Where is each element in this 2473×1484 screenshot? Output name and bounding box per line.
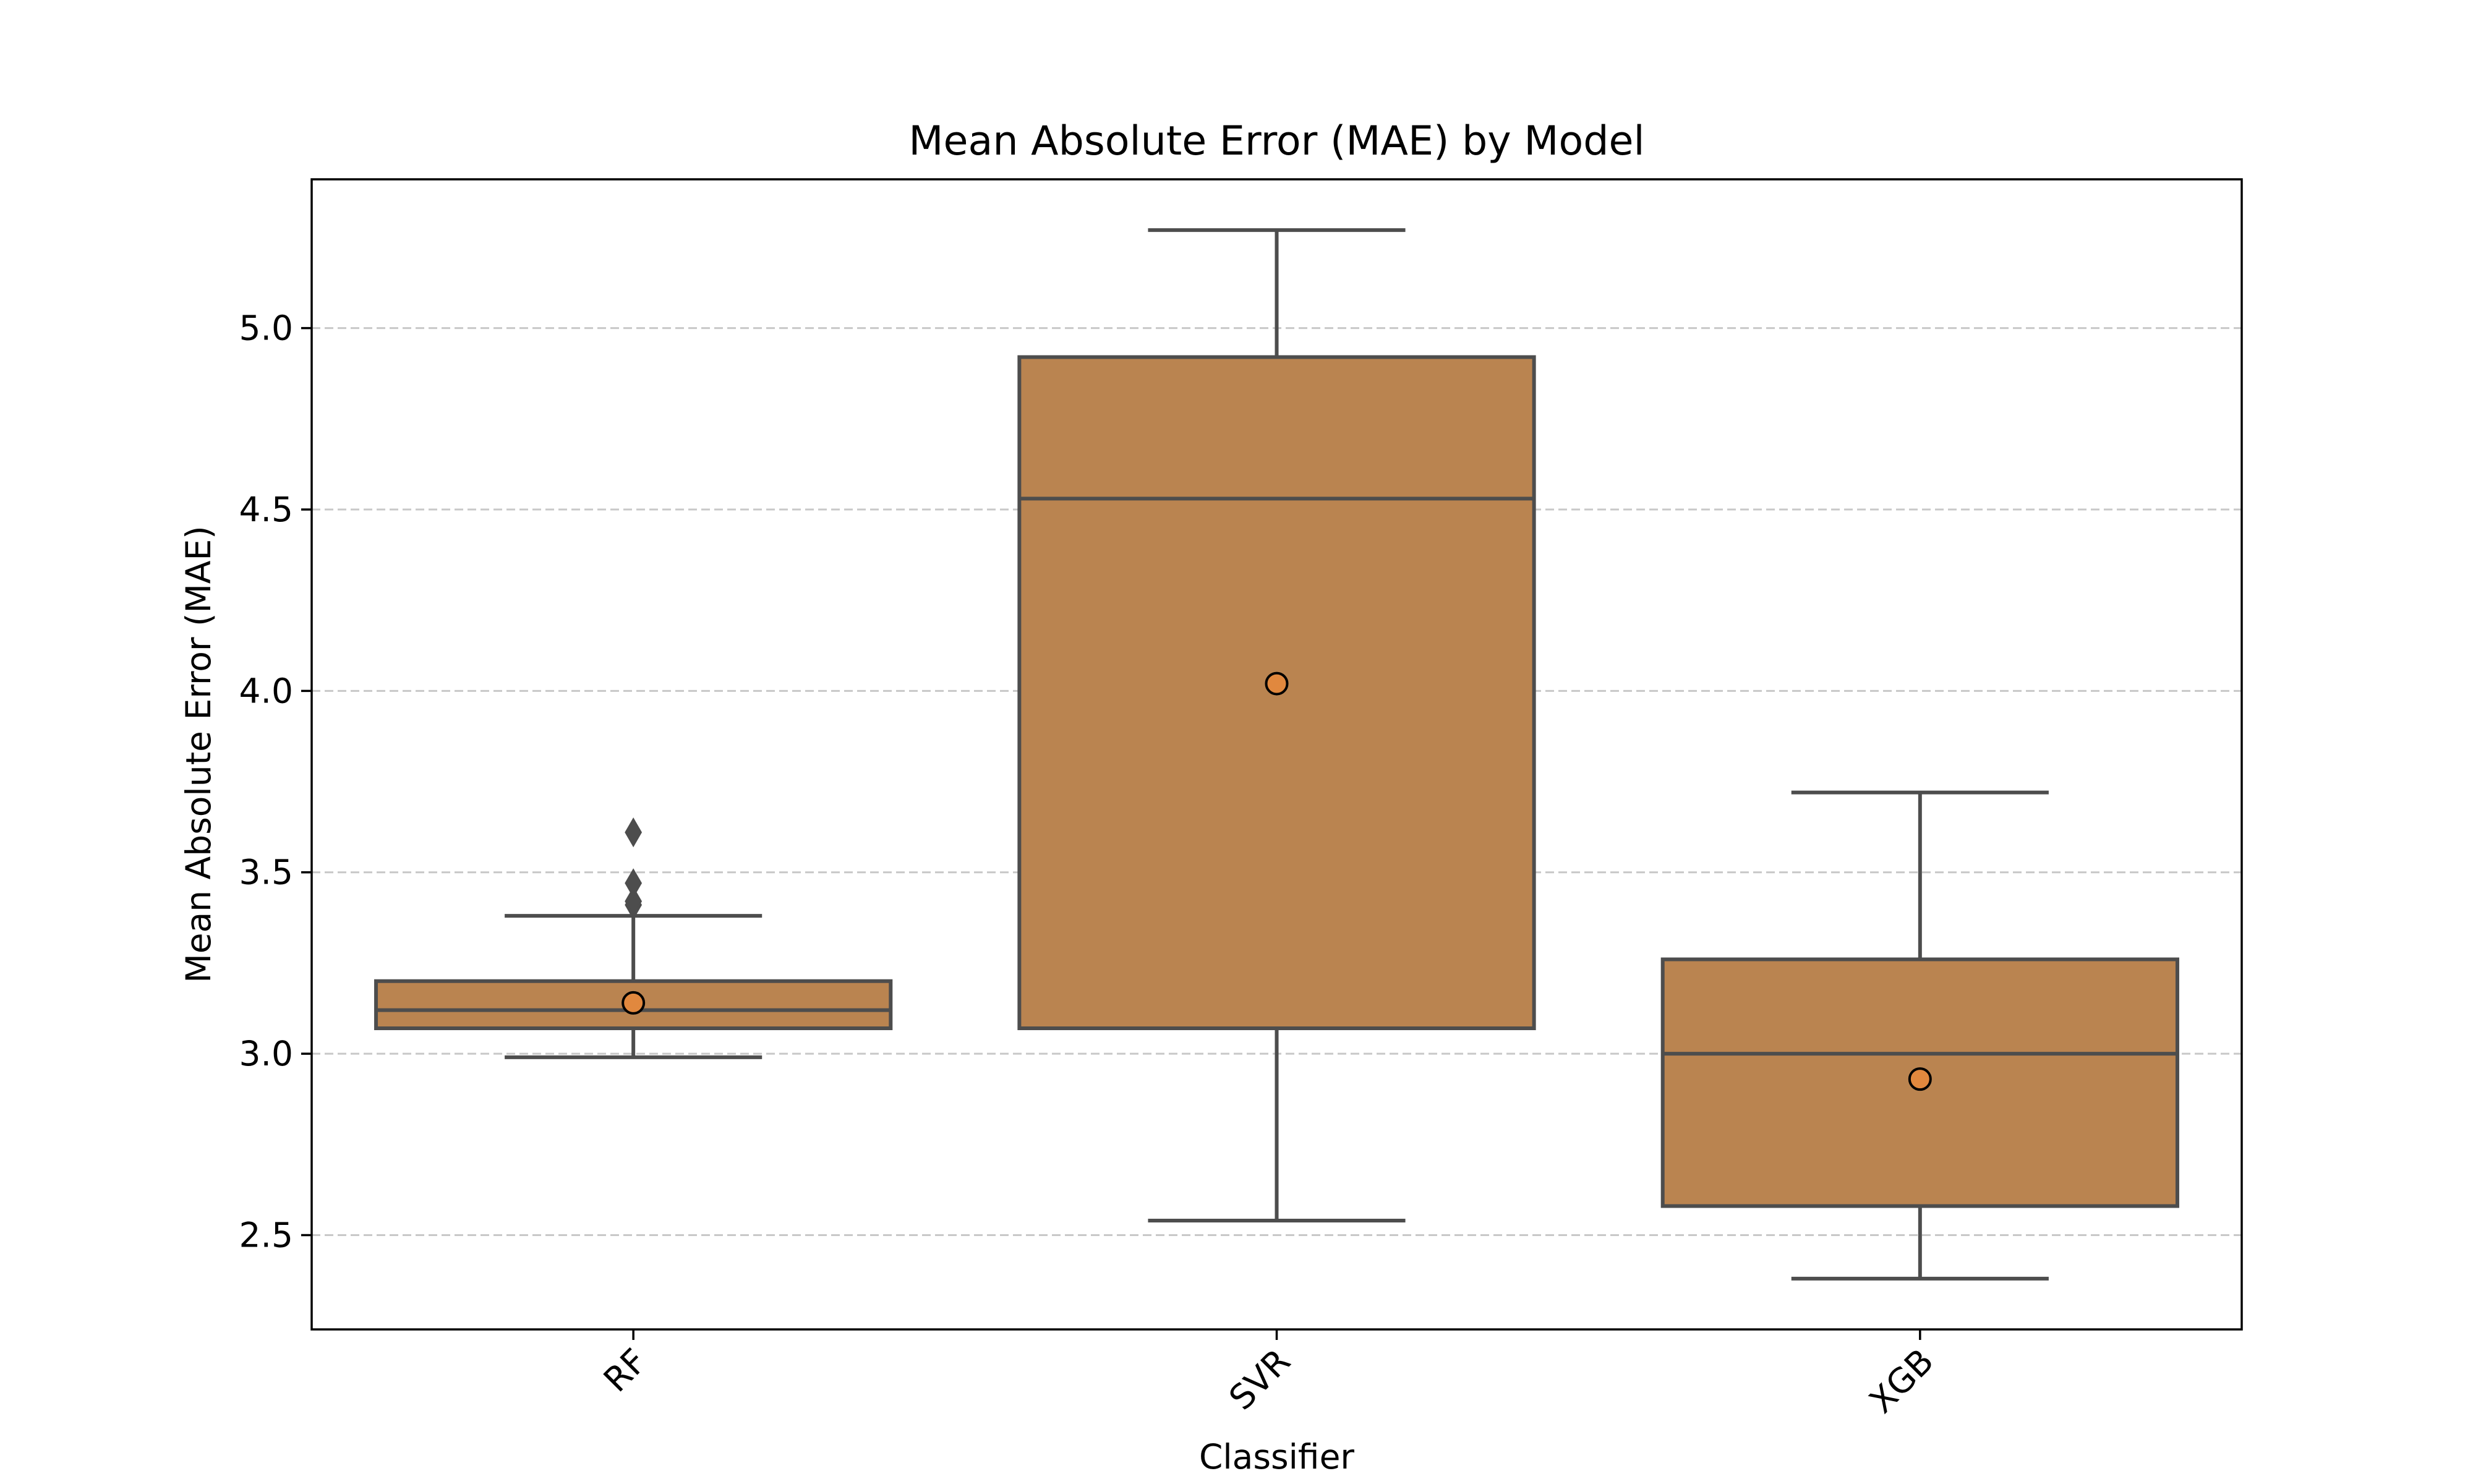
- outlier-marker: [625, 817, 643, 848]
- box-plots: [374, 228, 2179, 1281]
- box-svr: [1017, 228, 1536, 1222]
- interquartile-box: [374, 979, 893, 1030]
- y-tick-label: 3.0: [239, 1034, 293, 1073]
- mean-marker: [1265, 672, 1289, 696]
- mean-marker: [621, 991, 646, 1015]
- mean-marker: [1908, 1067, 1932, 1091]
- x-axis-label: Classifier: [1199, 1437, 1354, 1477]
- y-tick-label: 2.5: [239, 1215, 293, 1255]
- y-axis-label: Mean Absolute Error (MAE): [179, 526, 218, 983]
- y-tick-label: 3.5: [239, 853, 293, 892]
- y-tick-label: 4.5: [239, 490, 293, 529]
- y-tick-label: 4.0: [239, 671, 293, 710]
- y-tick-label: 5.0: [239, 309, 293, 348]
- outlier-marker: [625, 886, 643, 916]
- outlier-marker: [625, 868, 643, 898]
- box-rf: [374, 817, 893, 1059]
- box-xgb: [1660, 790, 2179, 1281]
- chart-title: Mean Absolute Error (MAE) by Model: [908, 118, 1644, 164]
